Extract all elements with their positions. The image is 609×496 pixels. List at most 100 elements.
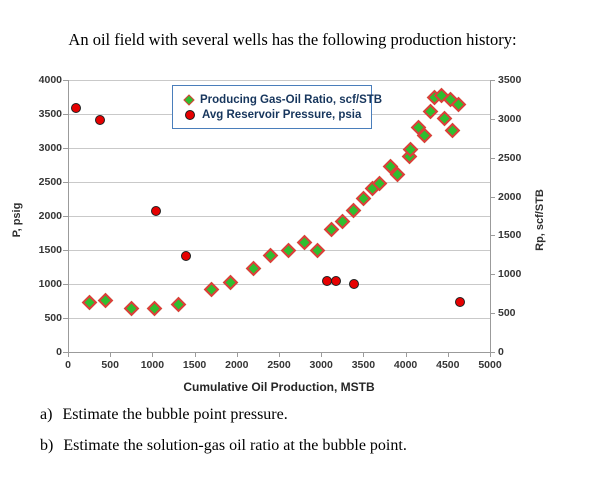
- production-history-chart: P, psig Rp, scf/STB Cumulative Oil Produ…: [0, 62, 609, 402]
- gor-data-point: [98, 292, 114, 309]
- gridline: [68, 80, 490, 81]
- gridline: [68, 182, 490, 183]
- pressure-data-point: [454, 296, 465, 307]
- pressure-data-point: [94, 114, 105, 125]
- left-tick-label: 3500: [38, 108, 62, 120]
- x-tick: [110, 352, 112, 357]
- legend-item-gor: Producing Gas-Oil Ratio, scf/STB: [183, 93, 382, 106]
- right-tick: [490, 80, 495, 81]
- left-tick: [63, 80, 68, 81]
- gor-data-point: [296, 234, 313, 251]
- pressure-data-point: [151, 206, 162, 217]
- right-tick: [490, 196, 495, 198]
- gor-data-point: [280, 243, 297, 259]
- x-tick: [490, 352, 491, 357]
- x-tick-label: 4000: [393, 359, 418, 371]
- left-tick-label: 2500: [38, 176, 62, 188]
- legend-label-pressure: Avg Reservoir Pressure, psia: [202, 108, 362, 121]
- gor-data-point: [123, 301, 140, 317]
- right-axis-line: [490, 80, 491, 352]
- page-title: An oil field with several wells has the …: [68, 30, 517, 49]
- left-tick-label: 1500: [38, 244, 62, 256]
- pressure-data-point: [70, 103, 81, 114]
- x-tick: [447, 352, 449, 357]
- right-tick: [490, 313, 495, 315]
- gor-data-point: [170, 296, 187, 313]
- gridline: [68, 250, 490, 251]
- x-tick-label: 2500: [267, 359, 291, 371]
- question-b-label: b): [40, 437, 54, 454]
- legend-item-pressure: Avg Reservoir Pressure, psia: [185, 109, 371, 121]
- gridline: [68, 284, 490, 285]
- right-tick: [490, 235, 495, 237]
- right-axis-title: Rp, scf/STB: [534, 189, 546, 251]
- left-tick: [63, 148, 68, 149]
- right-tick-label: 2000: [498, 190, 522, 203]
- right-tick: [490, 352, 495, 353]
- left-tick-label: 1000: [38, 278, 62, 290]
- left-tick: [63, 182, 68, 183]
- pressure-data-point: [180, 251, 191, 262]
- question-b-text: Estimate the solution-gas oil ratio at t…: [63, 437, 407, 454]
- x-tick-label: 1000: [140, 359, 165, 371]
- x-tick: [279, 352, 280, 357]
- x-tick: [194, 352, 196, 357]
- left-tick: [63, 284, 68, 285]
- pressure-data-point: [348, 278, 359, 289]
- x-tick-label: 5000: [478, 359, 502, 371]
- pressure-data-point: [330, 276, 341, 287]
- left-axis-title: P, psig: [11, 202, 23, 238]
- gor-data-point: [146, 300, 163, 316]
- right-tick: [490, 118, 495, 120]
- x-tick-label: 0: [65, 359, 71, 371]
- gridline: [68, 318, 490, 319]
- x-tick: [68, 352, 69, 357]
- x-tick: [152, 352, 154, 357]
- x-axis-line: [68, 352, 490, 353]
- gor-data-point: [423, 103, 439, 119]
- x-axis-title: Cumulative Oil Production, MSTB: [183, 380, 375, 394]
- left-axis-line: [68, 80, 69, 352]
- x-tick-label: 2000: [225, 359, 249, 371]
- gor-data-point: [222, 274, 238, 291]
- question-b: b) Estimate the solution-gas oil ratio a…: [40, 437, 407, 455]
- right-tick-label: 500: [498, 307, 516, 320]
- right-tick-label: 1000: [498, 268, 522, 281]
- right-tick-label: 0: [498, 346, 504, 358]
- left-tick-label: 4000: [38, 74, 62, 86]
- left-tick-label: 0: [56, 346, 62, 358]
- left-tick: [63, 250, 68, 251]
- x-tick: [363, 352, 365, 357]
- right-tick-label: 3000: [498, 112, 522, 125]
- right-tick-label: 2500: [498, 151, 522, 164]
- left-tick: [63, 352, 68, 353]
- left-tick-label: 3000: [38, 142, 62, 154]
- question-a-text: Estimate the bubble point pressure.: [62, 406, 288, 423]
- right-tick: [490, 274, 495, 276]
- diamond-marker-icon: [183, 93, 195, 106]
- left-tick: [63, 318, 68, 319]
- gor-data-point: [309, 243, 326, 259]
- question-a-label: a): [40, 406, 53, 423]
- x-tick: [405, 352, 407, 357]
- right-tick-label: 3500: [498, 74, 522, 86]
- x-tick: [236, 352, 238, 357]
- x-tick: [321, 352, 323, 357]
- gor-data-point: [245, 260, 262, 276]
- left-tick: [63, 216, 68, 217]
- x-tick-label: 500: [101, 359, 119, 371]
- left-tick-label: 500: [44, 312, 62, 324]
- gridline: [68, 148, 490, 149]
- left-tick: [63, 114, 68, 115]
- left-tick-label: 2000: [38, 210, 62, 222]
- x-tick-label: 1500: [182, 359, 207, 371]
- gor-data-point: [81, 294, 97, 311]
- right-tick: [490, 157, 495, 159]
- gridline: [68, 216, 490, 217]
- circle-marker-icon: [185, 109, 195, 120]
- gor-data-point: [444, 123, 461, 139]
- x-tick-label: 4500: [436, 359, 460, 371]
- x-tick-label: 3500: [351, 359, 376, 371]
- legend: Producing Gas-Oil Ratio, scf/STB Avg Res…: [172, 85, 382, 129]
- x-tick-label: 3000: [309, 359, 333, 371]
